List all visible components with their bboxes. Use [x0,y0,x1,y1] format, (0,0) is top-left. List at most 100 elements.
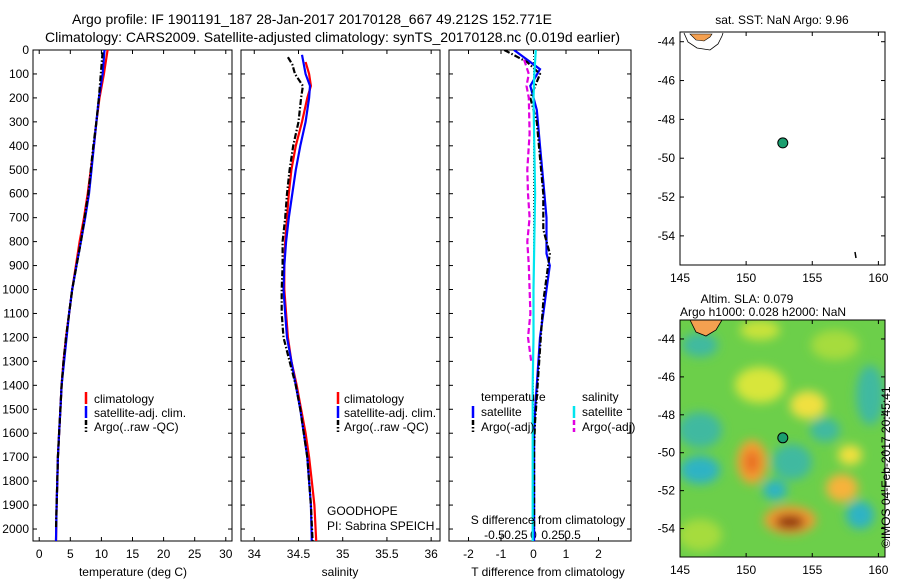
difference-axes-frame [448,49,632,542]
legend-label-argo: Argo(..raw -QC) [94,420,179,434]
y-tick-label: 400 [9,139,29,153]
x-tick-label: 36 [424,547,438,561]
figure-title-line1: Argo profile: IF 1901191_187 28-Jan-2017… [72,11,552,27]
sla-map-title: Altim. SLA: 0.079 [701,292,794,306]
legend-label-satellite: satellite-adj. clim. [344,406,436,420]
x-tick-label: 30 [219,547,233,561]
lat-tick-label: -46 [658,74,676,88]
sla-blob [810,418,840,442]
lat-tick-label: -54 [658,522,676,536]
y-tick-label: 1700 [2,450,29,464]
lon-tick-label: 150 [736,271,756,285]
sla-blob [682,333,718,357]
legend-label-s-satellite: satellite [582,405,623,419]
t-difference-xlabel: T difference from climatology [471,565,625,579]
legend-label-satellite: satellite-adj. clim. [94,406,186,420]
figure-title-line2: Climatology: CARS2009. Satellite-adjuste… [45,29,620,45]
legend-label-s-argo: Argo(-adj) [582,420,635,434]
difference-lines [503,50,551,541]
x-tick-label: 35.5 [375,547,399,561]
salinity-legend: climatology satellite-adj. clim. Argo(..… [336,392,436,434]
sla-blob [846,501,874,529]
sst-coastline-patch [689,33,713,42]
difference-legend: temperature salinity satellite Argo(-adj… [471,390,635,434]
sst-map-frame [679,31,886,266]
sla-blob [680,456,720,484]
salinity-axis: 34 34.5 35 35.5 36 [248,50,438,561]
difference-depth-ticks [449,49,631,530]
legend-title-salinity: salinity [582,390,619,404]
salinity-panel: 34 34.5 35 35.5 36 salinity climatology sate… [240,49,441,579]
y-tick-label: 1600 [2,426,29,440]
s-tick-label: 0.5 [564,528,581,542]
y-tick-label: 2000 [2,522,29,536]
y-tick-label: 1900 [2,498,29,512]
lat-tick-label: -54 [658,229,676,243]
legend-label-climatology: climatology [94,392,154,406]
imos-timestamp: ©IMOS 04-Feb-2017 20:45:41 [879,386,893,548]
series-line-temperature-argo-adj- [503,50,551,529]
x-tick-label: 35 [336,547,350,561]
series-line-argo-raw-qc- [280,56,314,541]
legend-label-argo: Argo(..raw -QC) [344,420,429,434]
lat-tick-label: -44 [658,35,676,49]
lon-tick-label: 155 [802,563,822,577]
sla-blob [763,480,787,500]
legend-label-t-argo: Argo(-adj) [481,420,534,434]
lat-tick-label: -48 [658,408,676,422]
temperature-legend: climatology satellite-adj. clim. Argo(..… [84,392,186,434]
sla-blob [772,444,812,480]
sst-map-axes: 145 150 155 160 -44 -46 -48 -50 -52 -54 [658,32,889,285]
salinity-xlabel: salinity [322,565,359,579]
sla-blob [680,412,722,448]
x-tick-label: -1 [496,547,507,561]
legend-title-temperature: temperature [481,390,546,404]
sla-blob [811,330,859,360]
temperature-panel: 0100200300400500600700800900100011001200… [2,43,232,579]
x-tick-label: 10 [95,547,109,561]
y-tick-label: 500 [9,163,29,177]
y-tick-label: 1500 [2,402,29,416]
series-line-argo-raw-qc- [54,52,104,530]
lon-tick-label: 145 [670,271,690,285]
sla-blob [740,320,780,340]
lat-tick-label: -44 [658,332,676,346]
temperature-axis: 0 5 10 15 20 25 30 [36,50,233,561]
sla-blob [838,445,862,465]
salinity-lines [280,54,318,541]
sla-blob [775,515,805,529]
sla-coastline [689,320,723,337]
lat-tick-label: -46 [658,370,676,384]
series-line-salinity-argo-adj- [523,59,533,362]
series-line-salinity-satellite [531,50,537,541]
y-tick-label: 200 [9,91,29,105]
sla-blob [856,365,884,425]
sst-island-mark [854,251,857,259]
y-tick-label: 1200 [2,330,29,344]
argo-float-marker [777,137,789,149]
lon-tick-label: 145 [670,563,690,577]
y-tick-label: 1300 [2,354,29,368]
sla-map-frame [679,319,886,558]
legend-label-t-satellite: satellite [481,405,522,419]
y-tick-label: 0 [22,43,29,57]
lat-tick-label: -50 [658,446,676,460]
sla-anomaly-blobs [680,320,884,551]
legend-label-climatology: climatology [344,392,404,406]
x-tick-label: 15 [126,547,140,561]
sla-blob [826,474,858,502]
temperature-axes-frame [32,49,233,542]
x-tick-label: -2 [463,547,474,561]
x-tick-label: 0 [530,547,537,561]
lat-tick-label: -50 [658,151,676,165]
difference-panel: -2 -1 0 1 2 -0.5-0.25 0 0.25 0.5 S difference f… [448,49,635,579]
y-tick-label: 800 [9,235,29,249]
y-tick-label: 900 [9,259,29,273]
float-program: GOODHOPE [327,504,398,518]
y-tick-label: 600 [9,187,29,201]
sla-blob [744,450,760,474]
sla-map-axes: 145 150 155 160 -44 -46 -48 -50 -52 -54 [658,320,889,577]
y-tick-label: 100 [9,67,29,81]
sla-blob [680,519,722,551]
